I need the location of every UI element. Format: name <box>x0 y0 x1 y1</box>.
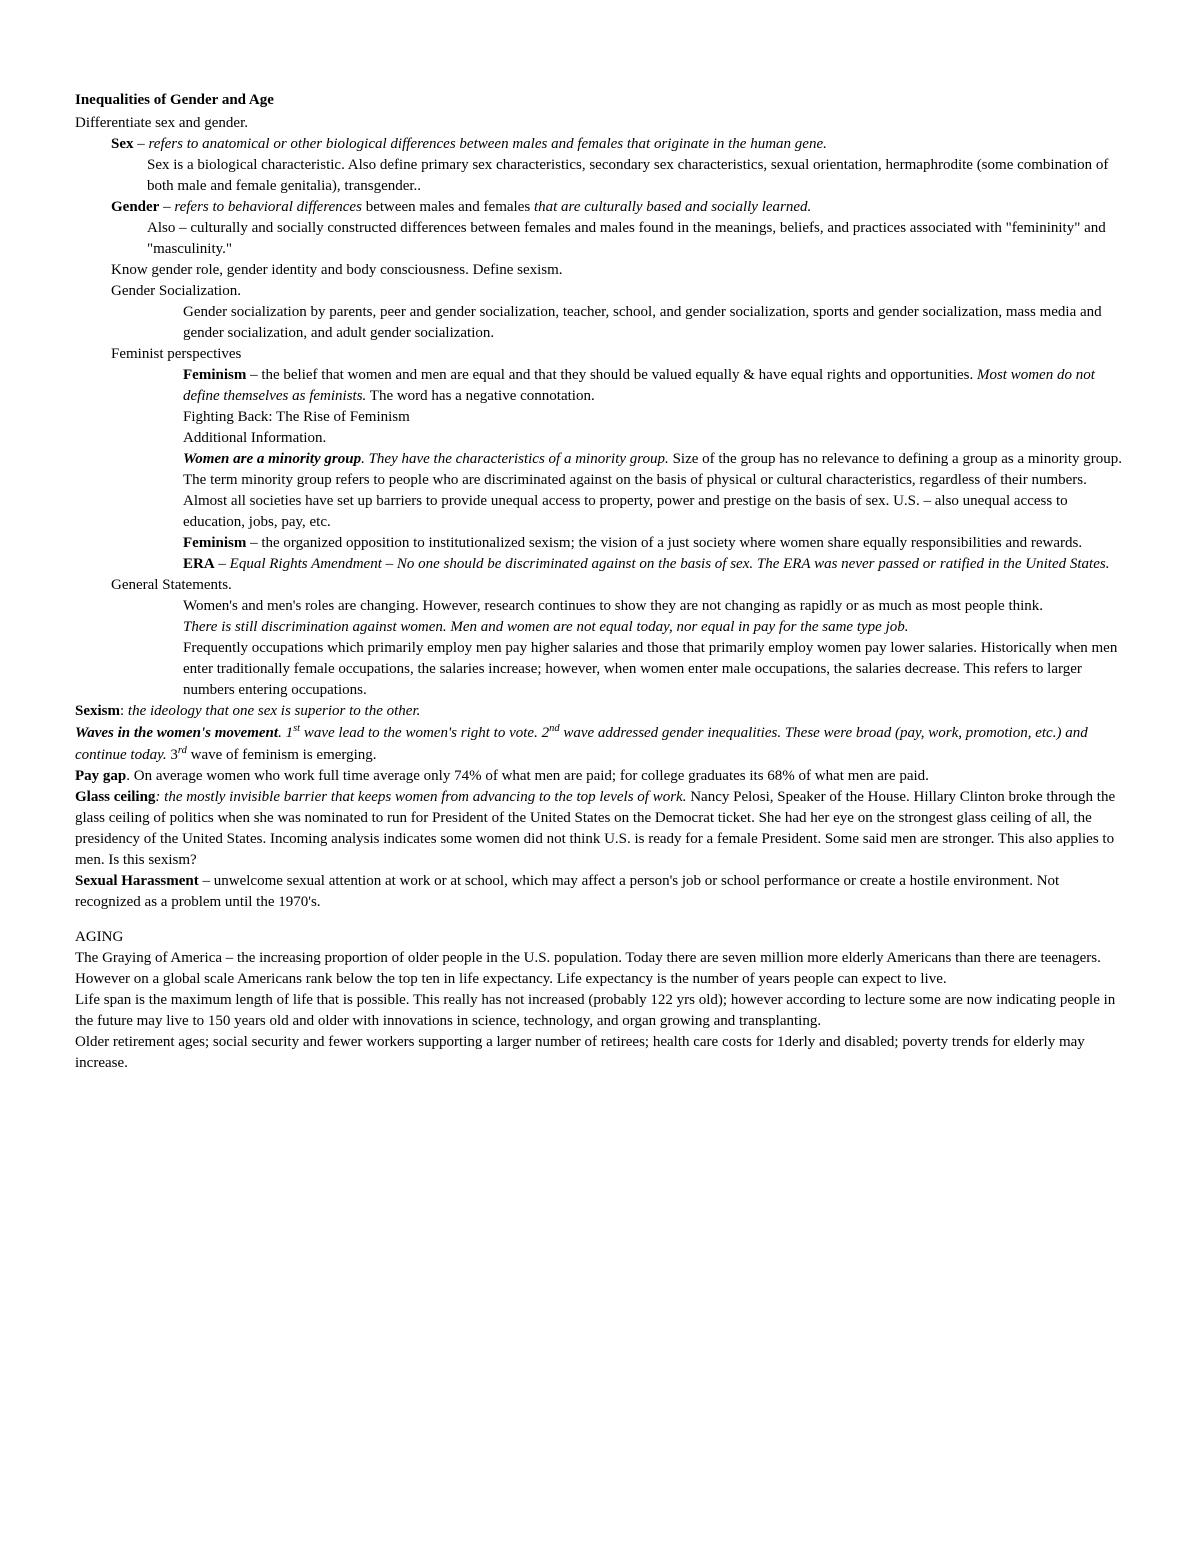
glass-colon: : <box>155 789 164 805</box>
gender-dash: – <box>159 199 174 215</box>
paygap-label: Pay gap <box>75 768 126 784</box>
aging-p3: Older retirement ages; social security a… <box>75 1032 1125 1074</box>
gender-label: Gender <box>111 199 159 215</box>
sex-def-italic: refers to anatomical or other biological… <box>149 136 827 152</box>
waves-1: 1 <box>286 725 294 741</box>
fp-era-label: ERA <box>183 556 215 572</box>
fp-fem2-label: Feminism <box>183 535 246 551</box>
fp-fem1-b: The word has a negative connotation. <box>366 388 594 404</box>
waves-rest: wave of feminism is emerging. <box>187 747 377 763</box>
sexism-it: the ideology that one sex is superior to… <box>128 703 420 719</box>
gender-def-italic-b: that are culturally based and socially l… <box>534 199 811 215</box>
fp-era: ERA – Equal Rights Amendment – No one sh… <box>183 554 1125 575</box>
sh-label: Sexual Harassment <box>75 873 199 889</box>
aging-p1: The Graying of America – the increasing … <box>75 948 1125 990</box>
sexism-colon: : <box>120 703 128 719</box>
waves-mid1: wave lead to the women's right to vote. … <box>300 725 549 741</box>
waves-sup2: nd <box>549 723 560 734</box>
sexism-label: Sexism <box>75 703 120 719</box>
gender-def-mid: between males and females <box>362 199 534 215</box>
sh-line: Sexual Harassment – unwelcome sexual att… <box>75 871 1125 913</box>
waves-line: Waves in the women's movement. 1st wave … <box>75 722 1125 766</box>
gstmt-p2: There is still discrimination against wo… <box>183 617 1125 638</box>
fp-era-it: Equal Rights Amendment – No one should b… <box>230 556 1110 572</box>
fp-fem1-a: – the belief that women and men are equa… <box>246 367 977 383</box>
gstmt-p1: Women's and men's roles are changing. Ho… <box>183 596 1125 617</box>
glass-line: Glass ceiling: the mostly invisible barr… <box>75 787 1125 871</box>
sex-dash: – <box>134 136 149 152</box>
fp-addl: Additional Information. <box>183 428 1125 449</box>
gstmt-p3: Frequently occupations which primarily e… <box>183 638 1125 701</box>
gender-def: Gender – refers to behavioral difference… <box>111 197 1125 218</box>
fp-wmg-it: . They have the characteristics of a min… <box>361 451 669 467</box>
paygap-text: . On average women who work full time av… <box>126 768 929 784</box>
waves-3: 3 <box>170 747 178 763</box>
fp-fem2-text: – the organized opposition to institutio… <box>246 535 1082 551</box>
document-title: Inequalities of Gender and Age <box>75 90 1125 111</box>
know-line: Know gender role, gender identity and bo… <box>111 260 1125 281</box>
gender-def-rest: Also – culturally and socially construct… <box>147 218 1125 260</box>
sexism-line: Sexism: the ideology that one sex is sup… <box>75 701 1125 722</box>
aging-heading: AGING <box>75 927 1125 948</box>
waves-sup3: rd <box>178 745 187 756</box>
paygap-line: Pay gap. On average women who work full … <box>75 766 1125 787</box>
fp-fem1-label: Feminism <box>183 367 246 383</box>
waves-dot: . <box>278 725 286 741</box>
sh-text: – unwelcome sexual attention at work or … <box>75 873 1059 910</box>
fp-wmg-label: Women are a minority group <box>183 451 361 467</box>
gstmt-heading: General Statements. <box>111 575 1125 596</box>
aging-p2: Life span is the maximum length of life … <box>75 990 1125 1032</box>
gender-def-italic-a: refers to behavioral differences <box>174 199 362 215</box>
fp-heading: Feminist perspectives <box>111 344 1125 365</box>
fp-era-dash: – <box>215 556 230 572</box>
gs-text: Gender socialization by parents, peer an… <box>183 302 1125 344</box>
glass-label: Glass ceiling <box>75 789 155 805</box>
glass-it: the mostly invisible barrier that keeps … <box>164 789 686 805</box>
sex-def-rest: Sex is a biological characteristic. Also… <box>147 155 1125 197</box>
fp-wmg: Women are a minority group. They have th… <box>183 449 1125 533</box>
intro-line: Differentiate sex and gender. <box>75 113 1125 134</box>
waves-label: Waves in the women's movement <box>75 725 278 741</box>
fp-fem1: Feminism – the belief that women and men… <box>183 365 1125 407</box>
fp-fem2: Feminism – the organized opposition to i… <box>183 533 1125 554</box>
gs-heading: Gender Socialization. <box>111 281 1125 302</box>
sex-label: Sex <box>111 136 134 152</box>
sex-def: Sex – refers to anatomical or other biol… <box>111 134 1125 155</box>
fp-fight: Fighting Back: The Rise of Feminism <box>183 407 1125 428</box>
